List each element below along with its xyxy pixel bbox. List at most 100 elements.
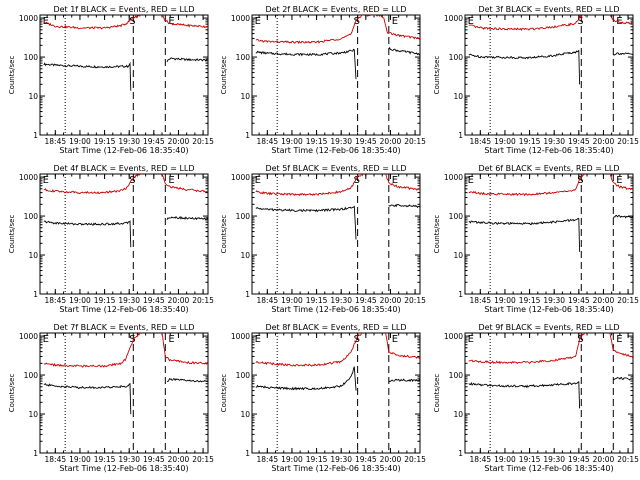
x-tick-label: 19:15 — [94, 137, 116, 146]
series-line-events — [388, 378, 420, 383]
series-line-lld — [43, 333, 142, 368]
x-tick-label: 19:30 — [118, 296, 140, 305]
y-axis-label: Counts/sec — [220, 374, 228, 413]
series-line-events — [468, 218, 581, 252]
x-tick-label: 19:45 — [355, 296, 377, 305]
marker-label-e-left: E — [255, 16, 261, 27]
y-tick-label: 1 — [245, 290, 250, 299]
x-tick-label: 20:00 — [593, 455, 615, 464]
x-tick-label: 19:30 — [330, 455, 352, 464]
panel-title: Det 2f BLACK = Events, RED = LLD — [265, 5, 406, 14]
series-line-lld — [609, 15, 633, 25]
series-group — [43, 15, 208, 91]
y-axis-label: Counts/sec — [433, 215, 441, 254]
marker-label-s: S — [354, 175, 360, 186]
marker-label-s: S — [129, 175, 135, 186]
marker-label-e: E — [392, 334, 398, 345]
marker-label-e: E — [168, 16, 174, 27]
x-tick-label: 18:45 — [470, 137, 492, 146]
marker-label-s: S — [354, 16, 360, 27]
marker-label-s: S — [129, 334, 135, 345]
x-tick-label: 20:15 — [617, 455, 639, 464]
series-line-events — [388, 203, 420, 209]
x-tick-label: 20:15 — [192, 137, 214, 146]
marker-label-e: E — [616, 334, 622, 345]
series-line-events — [43, 220, 132, 248]
y-tick-label: 100 — [449, 371, 464, 380]
series-line-events — [255, 48, 357, 80]
x-tick-label: 19:45 — [568, 137, 590, 146]
plot-frame — [464, 332, 634, 454]
series-line-events — [612, 214, 633, 219]
panel-title: Det 7f BLACK = Events, RED = LLD — [53, 323, 194, 332]
y-axis-label: Counts/sec — [8, 215, 16, 254]
x-tick-label: 19:15 — [306, 296, 328, 305]
plot-frame — [39, 173, 209, 295]
y-tick-label: 1000 — [19, 173, 38, 182]
y-tick-label: 100 — [236, 371, 251, 380]
x-tick-label: 19:15 — [519, 296, 541, 305]
marker-label-e-left: E — [468, 16, 474, 27]
x-tick-label: 20:00 — [380, 455, 402, 464]
series-line-events — [468, 381, 581, 409]
marker-label-s: S — [129, 16, 135, 27]
detector-panel-2: Det 2f BLACK = Events, RED = LLD 1 10 100 10… — [220, 5, 426, 155]
series-line-lld — [255, 15, 420, 45]
series-line-events — [468, 49, 581, 85]
series-line-lld — [43, 15, 142, 30]
marker-label-e: E — [168, 334, 174, 345]
y-axis-label: Counts/sec — [433, 374, 441, 413]
x-axis-label: Start Time (12-Feb-06 18:35:40) — [59, 305, 188, 314]
y-tick-label: 1 — [33, 449, 38, 458]
marker-label-s: S — [577, 16, 583, 27]
y-tick-label: 10 — [28, 251, 38, 260]
series-line-events — [166, 378, 208, 383]
series-line-lld — [255, 174, 363, 197]
marker-label-e-left: E — [43, 175, 49, 186]
x-tick-label: 19:15 — [519, 137, 541, 146]
y-tick-label: 100 — [24, 371, 39, 380]
series-line-lld — [43, 174, 142, 195]
x-tick-label: 19:45 — [568, 455, 590, 464]
x-tick-label: 19:45 — [355, 137, 377, 146]
y-tick-label: 1 — [458, 449, 463, 458]
x-tick-label: 20:15 — [617, 137, 639, 146]
x-axis-label: Start Time (12-Feb-06 18:35:40) — [271, 305, 400, 314]
detector-panel-7: Det 7f BLACK = Events, RED = LLD 1 10 100 10… — [8, 323, 214, 473]
detector-panel-3: Det 3f BLACK = Events, RED = LLD 1 10 100 10… — [433, 5, 639, 155]
y-axis-label: Counts/sec — [220, 215, 228, 254]
y-tick-label: 1 — [33, 131, 38, 140]
x-axis-label: Start Time (12-Feb-06 18:35:40) — [59, 146, 188, 155]
series-group — [255, 15, 420, 80]
x-tick-label: 19:45 — [568, 296, 590, 305]
plot-frame — [464, 14, 634, 136]
y-tick-label: 1 — [458, 131, 463, 140]
series-line-lld — [609, 333, 633, 358]
plot-frame — [251, 14, 421, 136]
series-line-lld — [161, 174, 208, 194]
x-tick-label: 18:45 — [257, 455, 279, 464]
x-tick-label: 19:00 — [69, 137, 91, 146]
x-tick-label: 18:45 — [470, 455, 492, 464]
x-tick-label: 19:30 — [330, 296, 352, 305]
y-tick-label: 1000 — [19, 14, 38, 23]
x-axis-label: Start Time (12-Feb-06 18:35:40) — [484, 464, 613, 473]
x-tick-label: 20:00 — [168, 137, 190, 146]
x-tick-label: 19:30 — [118, 455, 140, 464]
x-tick-label: 20:15 — [192, 296, 214, 305]
series-line-lld — [468, 15, 586, 32]
x-tick-label: 19:30 — [118, 137, 140, 146]
panel-title: Det 9f BLACK = Events, RED = LLD — [478, 323, 619, 332]
detector-panel-4: Det 4f BLACK = Events, RED = LLD 1 10 100 10… — [8, 164, 214, 314]
series-line-events — [613, 376, 633, 381]
y-tick-label: 1000 — [444, 173, 463, 182]
x-tick-label: 19:30 — [330, 137, 352, 146]
y-tick-label: 100 — [24, 53, 39, 62]
plot-frame — [39, 332, 209, 454]
x-tick-label: 19:15 — [94, 455, 116, 464]
x-tick-label: 19:45 — [143, 137, 165, 146]
x-tick-label: 19:00 — [494, 455, 516, 464]
marker-label-e: E — [616, 16, 622, 27]
x-tick-label: 19:45 — [355, 455, 377, 464]
